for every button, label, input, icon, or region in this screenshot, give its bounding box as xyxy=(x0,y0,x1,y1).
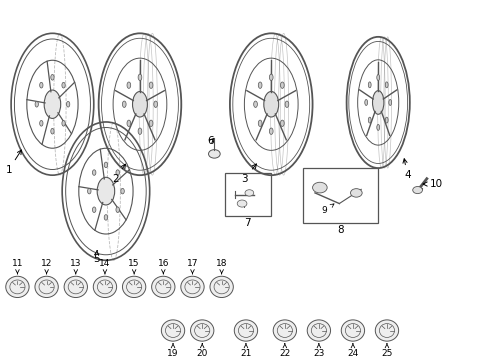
Text: 15: 15 xyxy=(128,259,140,274)
Ellipse shape xyxy=(97,177,115,205)
Text: 2: 2 xyxy=(112,164,125,184)
Text: 1: 1 xyxy=(5,150,21,175)
Ellipse shape xyxy=(234,320,257,341)
Text: 12: 12 xyxy=(41,259,52,274)
Ellipse shape xyxy=(127,82,130,88)
Ellipse shape xyxy=(341,320,364,341)
Text: 3: 3 xyxy=(241,164,256,184)
Ellipse shape xyxy=(104,215,107,220)
Ellipse shape xyxy=(127,120,130,126)
Ellipse shape xyxy=(104,162,107,168)
Ellipse shape xyxy=(372,91,383,114)
Ellipse shape xyxy=(116,170,119,175)
Text: 18: 18 xyxy=(216,259,227,274)
Ellipse shape xyxy=(374,320,398,341)
Ellipse shape xyxy=(44,90,61,118)
Ellipse shape xyxy=(367,82,370,88)
Text: 23: 23 xyxy=(312,343,324,358)
Ellipse shape xyxy=(92,170,96,175)
Circle shape xyxy=(312,182,326,193)
Ellipse shape xyxy=(367,117,370,123)
Ellipse shape xyxy=(40,82,43,88)
Ellipse shape xyxy=(149,120,153,126)
Ellipse shape xyxy=(121,188,124,194)
Text: 19: 19 xyxy=(167,343,179,358)
Ellipse shape xyxy=(66,102,70,107)
Ellipse shape xyxy=(269,128,272,134)
Ellipse shape xyxy=(51,129,54,134)
Ellipse shape xyxy=(209,276,233,297)
Text: 20: 20 xyxy=(196,343,207,358)
Ellipse shape xyxy=(116,207,119,212)
Ellipse shape xyxy=(161,320,184,341)
Ellipse shape xyxy=(154,101,157,107)
Ellipse shape xyxy=(253,101,257,107)
Text: 25: 25 xyxy=(381,343,392,358)
Ellipse shape xyxy=(132,91,147,117)
Circle shape xyxy=(208,150,220,158)
Ellipse shape xyxy=(149,82,153,88)
Text: 5: 5 xyxy=(93,251,100,264)
Ellipse shape xyxy=(51,75,54,80)
Ellipse shape xyxy=(122,276,145,297)
Circle shape xyxy=(350,189,362,197)
Ellipse shape xyxy=(122,101,126,107)
Text: 10: 10 xyxy=(422,179,442,189)
Ellipse shape xyxy=(306,320,330,341)
Text: 13: 13 xyxy=(70,259,81,274)
Ellipse shape xyxy=(190,320,213,341)
Text: 6: 6 xyxy=(207,136,213,147)
Ellipse shape xyxy=(385,117,387,123)
Circle shape xyxy=(237,200,246,207)
Text: 7: 7 xyxy=(243,219,250,229)
Ellipse shape xyxy=(258,82,262,88)
Text: 4: 4 xyxy=(402,159,410,180)
Ellipse shape xyxy=(269,74,272,81)
Ellipse shape xyxy=(385,82,387,88)
Text: 14: 14 xyxy=(99,259,110,274)
Text: 11: 11 xyxy=(12,259,23,274)
Bar xyxy=(224,174,271,216)
Ellipse shape xyxy=(151,276,175,297)
Ellipse shape xyxy=(364,99,367,105)
Ellipse shape xyxy=(6,276,29,297)
Ellipse shape xyxy=(35,276,58,297)
Ellipse shape xyxy=(280,82,284,88)
Text: 24: 24 xyxy=(346,343,358,358)
Text: 8: 8 xyxy=(337,225,344,235)
Text: 21: 21 xyxy=(240,343,251,358)
Text: 16: 16 xyxy=(157,259,169,274)
Text: 22: 22 xyxy=(279,343,290,358)
Ellipse shape xyxy=(388,99,391,105)
Ellipse shape xyxy=(181,276,203,297)
Ellipse shape xyxy=(258,120,262,126)
Ellipse shape xyxy=(87,188,91,194)
Ellipse shape xyxy=(40,121,43,126)
Ellipse shape xyxy=(92,207,96,212)
Circle shape xyxy=(244,190,253,196)
Ellipse shape xyxy=(62,121,65,126)
Ellipse shape xyxy=(273,320,296,341)
Ellipse shape xyxy=(285,101,288,107)
Ellipse shape xyxy=(138,128,142,134)
Ellipse shape xyxy=(138,74,142,81)
Bar xyxy=(302,168,377,223)
Ellipse shape xyxy=(280,120,284,126)
Ellipse shape xyxy=(35,102,39,107)
Ellipse shape xyxy=(62,82,65,88)
Ellipse shape xyxy=(263,91,278,117)
Text: 9: 9 xyxy=(321,204,333,215)
Ellipse shape xyxy=(376,75,379,81)
Ellipse shape xyxy=(93,276,116,297)
Circle shape xyxy=(412,186,422,194)
Text: 17: 17 xyxy=(186,259,198,274)
Ellipse shape xyxy=(64,276,87,297)
Ellipse shape xyxy=(376,125,379,130)
